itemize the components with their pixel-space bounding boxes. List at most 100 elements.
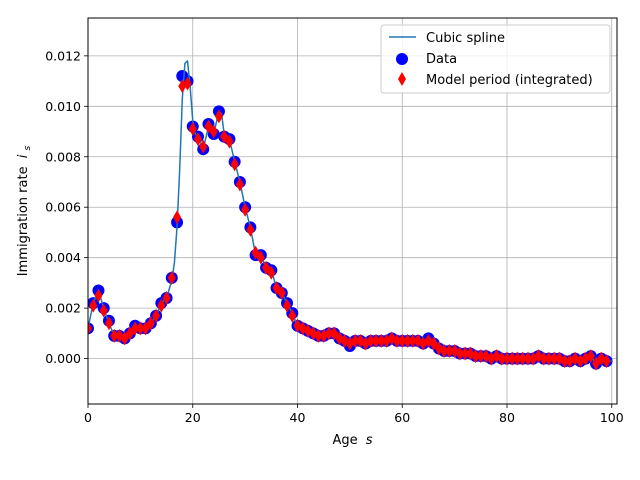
legend-data-swatch [396,53,408,65]
legend-model-swatch [398,72,406,86]
model-point [503,351,512,366]
legend-label-model: Model period (integrated) [426,73,593,88]
x-tick-label: 20 [185,410,201,425]
model-point [88,321,92,336]
model-point [518,351,527,366]
model-point [256,250,265,265]
model-point [193,132,202,147]
model-point [351,333,360,348]
model-point [235,177,244,192]
y-tick-label: 0.000 [45,351,81,366]
y-tick-label: 0.006 [45,200,81,215]
model-point [602,354,611,369]
model-point [188,122,197,137]
model-point [209,124,218,139]
y-axis-label-text: Immigration rate [16,166,31,276]
y-tick-label: 0.010 [45,99,81,114]
model-point [330,326,339,341]
model-point [586,349,595,364]
model-point [476,349,485,364]
model-point [267,265,276,280]
model-point [277,285,286,300]
model-point [251,245,260,260]
model-point [167,270,176,285]
model-point [136,321,145,336]
model-point [461,346,470,361]
model-point [99,303,108,318]
x-tick-label: 40 [290,410,306,425]
model-point [89,298,98,313]
model-point [560,354,569,369]
legend-box [380,24,611,94]
model-point [288,308,297,323]
y-tick-label: 0.002 [45,301,81,316]
model-point [225,134,234,149]
model-point [508,351,517,366]
model-point [471,349,480,364]
model-point [220,129,229,144]
legend-label-spline: Cubic spline [426,31,505,46]
x-axis-label-symbol: s [366,433,373,448]
legend: Cubic spline Data Model period (integrat… [380,24,611,94]
y-axis-label: Immigration rate i s [16,146,33,277]
plot-area [88,60,613,371]
model-point [429,336,438,351]
model-point [110,328,119,343]
x-tick-label: 0 [84,410,92,425]
model-point [246,222,255,237]
x-axis-label: Age s [332,433,372,448]
x-tick-label: 80 [499,410,515,425]
y-axis-label-symbol: i [16,154,31,158]
model-point [403,333,412,348]
axes-frame [87,17,618,405]
x-tick-label: 60 [394,410,410,425]
model-point [262,260,271,275]
x-tick-label: 100 [600,410,624,425]
model-point [513,351,522,366]
model-point [272,280,281,295]
model-point [440,344,449,359]
model-point [283,298,292,313]
x-axis-label-text: Age [332,433,357,448]
model-point [393,333,402,348]
model-point [544,351,553,366]
model-point [455,346,464,361]
model-point [162,291,171,306]
model-point [125,326,134,341]
model-point [445,344,454,359]
model-point [550,351,559,366]
y-tick-label: 0.012 [45,48,81,63]
model-point [157,298,166,313]
y-tick-label: 0.004 [45,250,81,265]
model-point [314,328,323,343]
model-point [523,351,532,366]
model-point [372,333,381,348]
model-point [152,308,161,323]
model-point [241,202,250,217]
model-point [366,333,375,348]
model-point [398,333,407,348]
model-point [592,356,601,371]
model-point [324,326,333,341]
y-tick-label: 0.008 [45,149,81,164]
grid-lines [87,18,617,404]
y-axis-label-subscript: s [23,146,33,151]
model-point [104,316,113,331]
model-point [497,351,506,366]
model-point [141,321,150,336]
legend-label-data: Data [426,52,457,67]
model-point [199,139,208,154]
model-point [146,316,155,331]
model-point [183,76,192,91]
model-point [408,333,417,348]
model-point [230,157,239,172]
model-point [214,109,223,124]
model-point [377,333,386,348]
model-point [94,288,103,303]
model-point [173,210,182,225]
series-layer [88,60,613,371]
model-point [120,331,129,346]
model-point [539,351,548,366]
model-point [131,321,140,336]
